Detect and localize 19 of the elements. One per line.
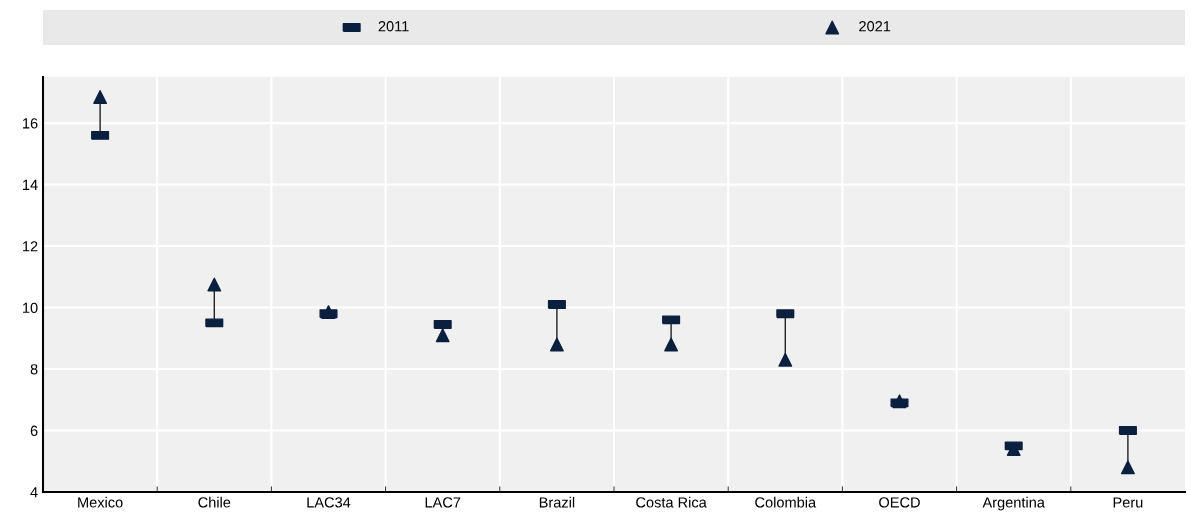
x-tick-label: LAC34	[307, 497, 351, 508]
x-tick-label: Peru	[1113, 497, 1143, 508]
legend-label: 2011	[378, 21, 409, 32]
x-tick-label: Costa Rica	[636, 496, 707, 508]
x-tick-label: Mexico	[78, 496, 123, 508]
x-tick-label: Argentina	[982, 496, 1045, 511]
x-tick-label: Brazil	[539, 496, 575, 508]
y-tick-label: 8	[30, 364, 38, 375]
x-tick-label: OECD	[879, 497, 920, 508]
y-tick-label: 16	[23, 118, 38, 129]
y-tick-label: 10	[23, 302, 38, 313]
legend-label: 2021	[859, 21, 891, 32]
x-tick-label: LAC7	[425, 497, 461, 508]
y-tick-label: 6	[30, 425, 38, 436]
y-tick-label: 14	[23, 179, 38, 190]
x-tick-label: Colombia	[755, 496, 817, 508]
x-tick-label: Chile	[198, 496, 231, 508]
y-tick-label: 4	[30, 487, 38, 498]
y-tick-label: 12	[23, 241, 38, 252]
